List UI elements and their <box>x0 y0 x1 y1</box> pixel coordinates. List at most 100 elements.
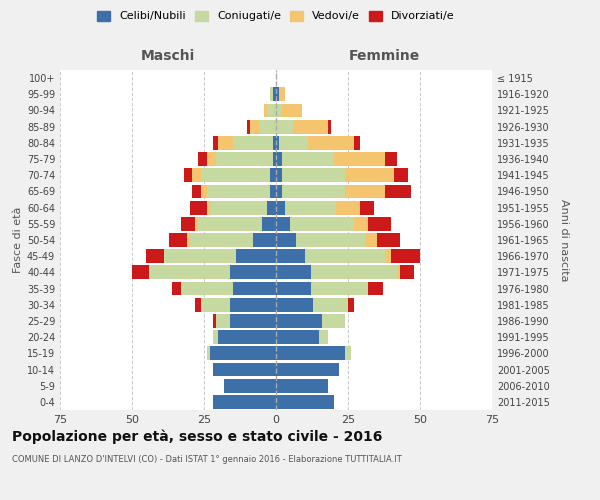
Bar <box>207 200 210 214</box>
Bar <box>276 184 282 198</box>
Bar <box>282 152 334 166</box>
Bar <box>207 346 210 360</box>
Bar <box>345 168 394 182</box>
Bar <box>207 152 215 166</box>
Bar <box>132 266 149 280</box>
Bar <box>201 168 270 182</box>
Bar <box>207 184 270 198</box>
Text: Maschi: Maschi <box>141 49 195 63</box>
Bar <box>218 136 233 149</box>
Bar <box>247 120 250 134</box>
Bar <box>218 330 276 344</box>
Bar <box>313 298 348 312</box>
Bar <box>268 104 276 118</box>
Bar <box>196 217 198 230</box>
Bar <box>184 168 193 182</box>
Bar <box>276 298 313 312</box>
Y-axis label: Fasce di età: Fasce di età <box>13 207 23 273</box>
Bar <box>187 233 190 247</box>
Bar <box>276 152 282 166</box>
Bar <box>322 314 345 328</box>
Bar <box>230 314 276 328</box>
Bar <box>233 282 276 296</box>
Bar <box>198 217 262 230</box>
Bar <box>284 200 337 214</box>
Text: Femmine: Femmine <box>349 49 419 63</box>
Bar <box>172 282 181 296</box>
Bar <box>253 233 276 247</box>
Bar <box>181 282 233 296</box>
Bar <box>319 330 328 344</box>
Bar <box>276 379 328 392</box>
Bar <box>276 200 284 214</box>
Bar <box>270 184 276 198</box>
Bar <box>262 217 276 230</box>
Bar <box>268 200 276 214</box>
Bar <box>368 282 383 296</box>
Bar <box>359 200 374 214</box>
Y-axis label: Anni di nascita: Anni di nascita <box>559 198 569 281</box>
Bar <box>215 314 230 328</box>
Bar <box>210 346 276 360</box>
Bar <box>273 152 276 166</box>
Bar <box>259 120 276 134</box>
Bar <box>196 298 201 312</box>
Bar <box>377 233 400 247</box>
Bar <box>365 233 377 247</box>
Bar <box>181 217 196 230</box>
Bar <box>201 184 207 198</box>
Bar <box>276 120 293 134</box>
Bar <box>328 120 331 134</box>
Bar <box>210 200 268 214</box>
Bar <box>236 250 276 263</box>
Bar <box>276 104 282 118</box>
Bar <box>190 233 253 247</box>
Bar <box>394 168 409 182</box>
Bar <box>391 250 420 263</box>
Bar <box>397 266 400 280</box>
Bar <box>212 314 215 328</box>
Bar <box>270 88 273 101</box>
Bar <box>400 266 414 280</box>
Bar <box>276 362 340 376</box>
Bar <box>212 395 276 409</box>
Bar <box>305 250 385 263</box>
Bar <box>276 217 290 230</box>
Bar <box>282 168 345 182</box>
Bar <box>354 217 368 230</box>
Bar <box>282 184 345 198</box>
Bar <box>368 217 391 230</box>
Bar <box>276 233 296 247</box>
Bar <box>385 250 391 263</box>
Bar <box>212 330 218 344</box>
Bar <box>279 88 284 101</box>
Bar <box>273 136 276 149</box>
Bar <box>276 330 319 344</box>
Bar <box>334 152 385 166</box>
Bar <box>276 250 305 263</box>
Bar <box>276 346 345 360</box>
Bar <box>276 314 322 328</box>
Legend: Celibi/Nubili, Coniugati/e, Vedovi/e, Divorziati/e: Celibi/Nubili, Coniugati/e, Vedovi/e, Di… <box>97 10 455 22</box>
Bar <box>190 200 207 214</box>
Bar <box>230 298 276 312</box>
Bar <box>276 282 311 296</box>
Bar <box>385 152 397 166</box>
Bar <box>193 168 201 182</box>
Bar <box>212 362 276 376</box>
Bar <box>348 298 354 312</box>
Bar <box>193 184 201 198</box>
Bar <box>215 152 273 166</box>
Bar <box>212 136 218 149</box>
Bar <box>169 233 187 247</box>
Bar <box>250 120 259 134</box>
Bar <box>164 250 236 263</box>
Text: Popolazione per età, sesso e stato civile - 2016: Popolazione per età, sesso e stato civil… <box>12 430 382 444</box>
Bar <box>296 233 365 247</box>
Bar <box>198 152 207 166</box>
Bar <box>201 298 230 312</box>
Bar <box>276 395 334 409</box>
Bar <box>345 184 385 198</box>
Bar <box>276 266 311 280</box>
Bar <box>345 346 351 360</box>
